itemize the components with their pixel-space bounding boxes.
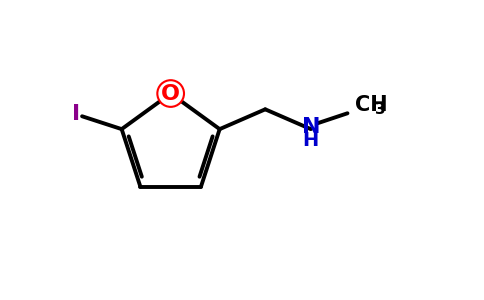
Text: 3: 3 (375, 102, 386, 117)
Text: N: N (302, 117, 320, 137)
Text: I: I (72, 104, 80, 124)
Text: O: O (161, 83, 180, 103)
Text: H: H (302, 130, 319, 149)
Text: CH: CH (355, 95, 388, 115)
